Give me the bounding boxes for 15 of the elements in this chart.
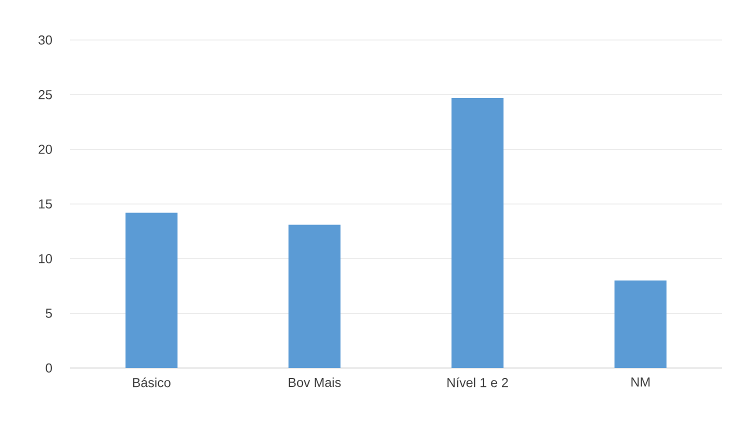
x-tick-label: NM [631, 378, 650, 386]
y-tick-label: 30 [38, 35, 52, 45]
x-tick-label: Básico [133, 378, 170, 388]
y-tick-label: 15 [39, 199, 52, 209]
y-tick-label: 5 [46, 308, 52, 318]
x-tick-label: Bov Mais [288, 378, 341, 388]
bar [126, 212, 178, 368]
bar [288, 224, 341, 368]
y-tick-label: 25 [38, 90, 52, 100]
x-tick-label: Nível 1 e 2 [447, 378, 508, 388]
bar [452, 98, 504, 368]
y-tick-label: 20 [38, 144, 52, 154]
y-tick-label: 0 [46, 363, 52, 373]
bar [614, 280, 667, 368]
y-tick-label: 10 [39, 254, 52, 264]
